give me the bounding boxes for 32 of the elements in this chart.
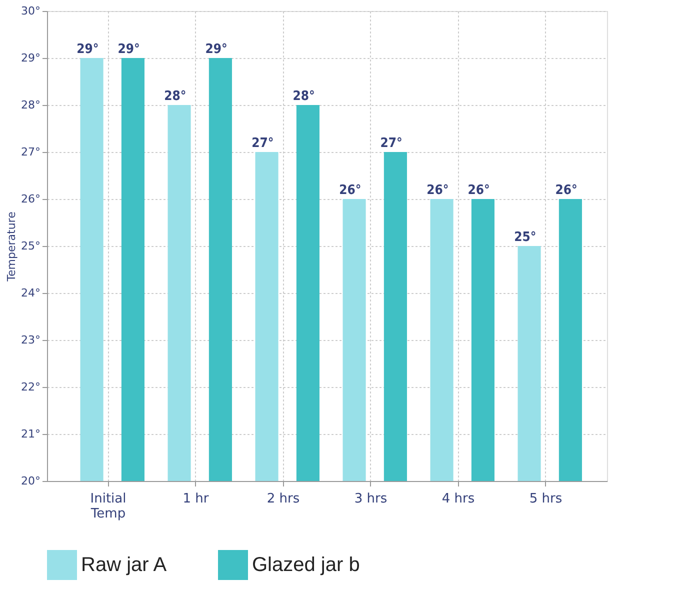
y-tick-label: 24° — [21, 286, 40, 300]
y-tick-label: 22° — [21, 380, 40, 394]
x-tick-label: 3 hrs — [354, 492, 388, 506]
legend-label: Raw jar A — [81, 554, 168, 576]
x-tick-label: 1 hr — [182, 492, 210, 506]
legend-label: Glazed jar b — [252, 554, 360, 576]
data-label: 25° — [514, 230, 536, 245]
data-label: 26° — [468, 183, 490, 198]
data-label: 27° — [380, 136, 402, 151]
data-label: 29° — [205, 42, 228, 57]
y-tick-label: 20° — [21, 474, 40, 488]
y-tick-label: 21° — [21, 428, 40, 440]
data-label: 26° — [426, 183, 449, 198]
data-label: 27° — [252, 136, 274, 151]
data-label: 26° — [339, 183, 362, 198]
data-label: 29° — [76, 42, 99, 57]
data-label: 28° — [292, 89, 315, 104]
y-tick-label: 29° — [21, 52, 40, 64]
y-tick-label: 27° — [21, 146, 40, 158]
data-label: 28° — [164, 89, 186, 104]
data-label: 26° — [555, 183, 578, 198]
data-label: 29° — [118, 42, 140, 57]
y-tick-label: 30° — [21, 4, 40, 18]
x-tick-label: 2 hrs — [266, 492, 300, 506]
y-tick-label: 26° — [21, 192, 40, 206]
x-tick-label: 4 hrs — [442, 492, 475, 506]
y-tick-label: 28° — [21, 98, 40, 112]
y-tick-label: 25° — [21, 240, 40, 252]
x-tick-label: 5 hrs — [529, 492, 562, 506]
y-tick-label: 23° — [21, 334, 40, 346]
y-axis-title: Temperature — [5, 211, 18, 282]
x-tick-label: Initial Temp — [90, 492, 126, 522]
